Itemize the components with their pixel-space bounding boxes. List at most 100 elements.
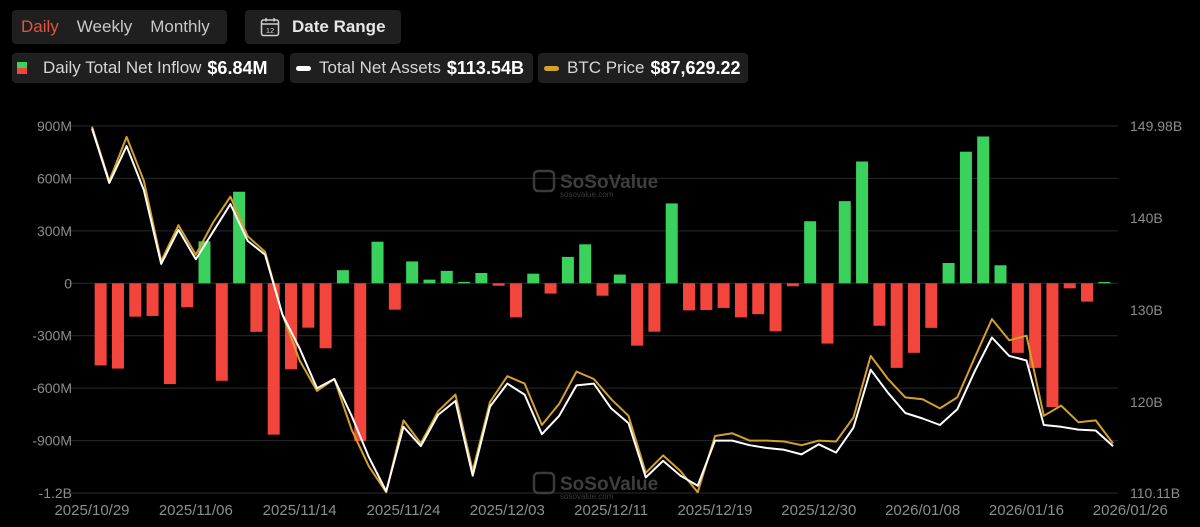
x-axis-tick-label: 2026/01/16 (989, 502, 1064, 519)
btc-price-swatch (544, 65, 559, 71)
inflow-bar (509, 283, 522, 318)
right-axis-tick-label: 110.11B (1130, 485, 1180, 501)
inflow-bar (1011, 283, 1024, 353)
inflow-bar (215, 283, 228, 381)
legend-btc-price[interactable]: BTC Price $87,629.22 (538, 53, 748, 83)
inflow-bar (1029, 283, 1042, 368)
inflow-bar (942, 263, 955, 284)
inflow-bar (336, 270, 349, 284)
x-axis-tick-label: 2026/01/26 (1093, 502, 1168, 519)
right-axis-tick-label: 140B (1130, 210, 1163, 226)
series-lines (91, 126, 1114, 494)
inflow-bar (319, 283, 332, 349)
right-axis-tick-label: 149.98B (1130, 118, 1182, 134)
right-axis-tick-label: 130B (1130, 302, 1163, 318)
inflow-bar (440, 270, 453, 284)
inflow-swatch (17, 62, 27, 74)
inflow-bar (1063, 283, 1076, 289)
inflow-bar (700, 283, 713, 311)
date-range-button[interactable]: 12 Date Range (245, 10, 401, 44)
inflow-bar (579, 244, 592, 284)
legend-total-net-assets[interactable]: Total Net Assets $113.54B (290, 53, 533, 83)
inflow-bar (838, 201, 851, 284)
inflow-bar (977, 136, 990, 284)
inflow-bar (181, 283, 194, 308)
left-axis-tick-label: 900M (37, 118, 72, 134)
total-net-assets-line (91, 128, 1114, 493)
inflow-bar (752, 283, 765, 315)
btc-price-line (91, 126, 1114, 494)
watermark-subtext: sosovalue.com (560, 190, 614, 199)
x-axis-tick-label: 2025/11/14 (263, 502, 337, 519)
x-axis-tick-label: 2025/12/11 (574, 502, 648, 519)
inflow-bar (994, 265, 1007, 284)
watermark-subtext: sosovalue.com (560, 492, 614, 501)
inflow-bar (354, 283, 367, 442)
left-axis-tick-label: -1.2B (39, 485, 72, 501)
left-axis-tick-label: 600M (37, 170, 72, 186)
inflow-bar (821, 283, 834, 344)
inflow-bar (631, 283, 644, 346)
inflow-bar (458, 281, 471, 284)
legend-btc-price-label: BTC Price (567, 58, 645, 77)
x-axis-tick-label: 2025/11/06 (159, 502, 233, 519)
legend-total-net-assets-value: $113.54B (446, 57, 524, 78)
inflow-bar (683, 283, 696, 311)
inflow-bar (907, 283, 920, 353)
inflow-bar (1046, 283, 1059, 408)
legend-btc-price-value: $87,629.22 (650, 57, 741, 78)
inflow-bar (613, 274, 626, 284)
inflow-bars (94, 136, 1111, 442)
inflow-bar (423, 279, 436, 284)
inflow-bar (804, 221, 817, 284)
legend-daily-inflow-label: Daily Total Net Inflow (43, 58, 202, 77)
inflow-bar (371, 241, 384, 284)
inflow-bar (475, 272, 488, 284)
inflow-bar (873, 283, 886, 326)
watermark-text: SoSoValue (560, 172, 658, 193)
watermark-icon (532, 471, 556, 495)
x-axis-tick-label: 2025/10/29 (54, 502, 129, 519)
left-axis-tick-label: -900M (32, 433, 72, 449)
left-axis-tick-label: -300M (32, 328, 72, 344)
inflow-bar (111, 283, 124, 369)
inflow-bar (856, 161, 869, 284)
inflow-bar (648, 283, 661, 332)
inflow-bar (1081, 283, 1094, 302)
inflow-bar (250, 283, 263, 332)
calendar-icon-number: 12 (266, 26, 274, 35)
tab-daily[interactable]: Daily (21, 17, 59, 36)
inflow-bar (388, 283, 401, 310)
inflow-bar (302, 283, 315, 328)
legend-daily-inflow-value: $6.84M (207, 57, 268, 78)
legend-daily-inflow[interactable]: Daily Total Net Inflow $6.84M (12, 53, 284, 83)
inflow-bar (267, 283, 280, 435)
watermark-text: SoSoValue (560, 474, 658, 495)
tab-weekly[interactable]: Weekly (76, 17, 133, 36)
inflow-bar (527, 273, 540, 284)
watermark-icon (532, 169, 556, 193)
axes: 900M 600M 300M 0 -300M -600M -900M -1.2B 149.98B… (32, 118, 1182, 519)
left-axis-tick-label: 0 (64, 275, 72, 291)
inflow-bar (146, 283, 159, 316)
tab-monthly[interactable]: Monthly (150, 17, 210, 36)
x-axis-tick-label: 2025/12/03 (470, 502, 545, 519)
inflow-bar (734, 283, 747, 318)
inflow-bar (163, 283, 176, 385)
inflow-bar (406, 261, 419, 284)
inflow-bar (959, 151, 972, 284)
x-axis-tick-label: 2026/01/08 (885, 502, 960, 519)
inflow-bar (786, 283, 799, 287)
watermarks: SoSoValuesosovalue.comSoSoValuesosovalue… (532, 169, 658, 501)
inflow-bar (665, 203, 678, 284)
inflow-bar (94, 283, 107, 366)
inflow-bar (1098, 282, 1111, 284)
inflow-bar (890, 283, 903, 368)
calendar-icon: 12 (260, 18, 280, 37)
inflow-bar (925, 283, 938, 328)
inflow-bar (717, 283, 730, 308)
left-axis-tick-label: 300M (37, 223, 72, 239)
